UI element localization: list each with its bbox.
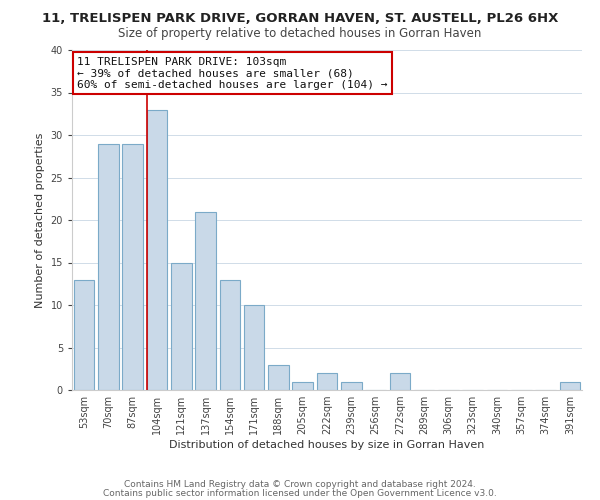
Bar	[560, 382, 580, 390]
Bar	[220, 280, 240, 390]
Y-axis label: Number of detached properties: Number of detached properties	[35, 132, 45, 308]
Bar	[389, 373, 410, 390]
Bar	[146, 110, 167, 390]
Bar	[195, 212, 216, 390]
X-axis label: Distribution of detached houses by size in Gorran Haven: Distribution of detached houses by size …	[169, 440, 485, 450]
Text: 11 TRELISPEN PARK DRIVE: 103sqm
← 39% of detached houses are smaller (68)
60% of: 11 TRELISPEN PARK DRIVE: 103sqm ← 39% of…	[77, 57, 388, 90]
Bar	[292, 382, 313, 390]
Text: Contains public sector information licensed under the Open Government Licence v3: Contains public sector information licen…	[103, 489, 497, 498]
Text: 11, TRELISPEN PARK DRIVE, GORRAN HAVEN, ST. AUSTELL, PL26 6HX: 11, TRELISPEN PARK DRIVE, GORRAN HAVEN, …	[42, 12, 558, 26]
Bar	[171, 262, 191, 390]
Bar	[122, 144, 143, 390]
Text: Size of property relative to detached houses in Gorran Haven: Size of property relative to detached ho…	[118, 28, 482, 40]
Bar	[74, 280, 94, 390]
Text: Contains HM Land Registry data © Crown copyright and database right 2024.: Contains HM Land Registry data © Crown c…	[124, 480, 476, 489]
Bar	[341, 382, 362, 390]
Bar	[98, 144, 119, 390]
Bar	[268, 364, 289, 390]
Bar	[317, 373, 337, 390]
Bar	[244, 305, 265, 390]
